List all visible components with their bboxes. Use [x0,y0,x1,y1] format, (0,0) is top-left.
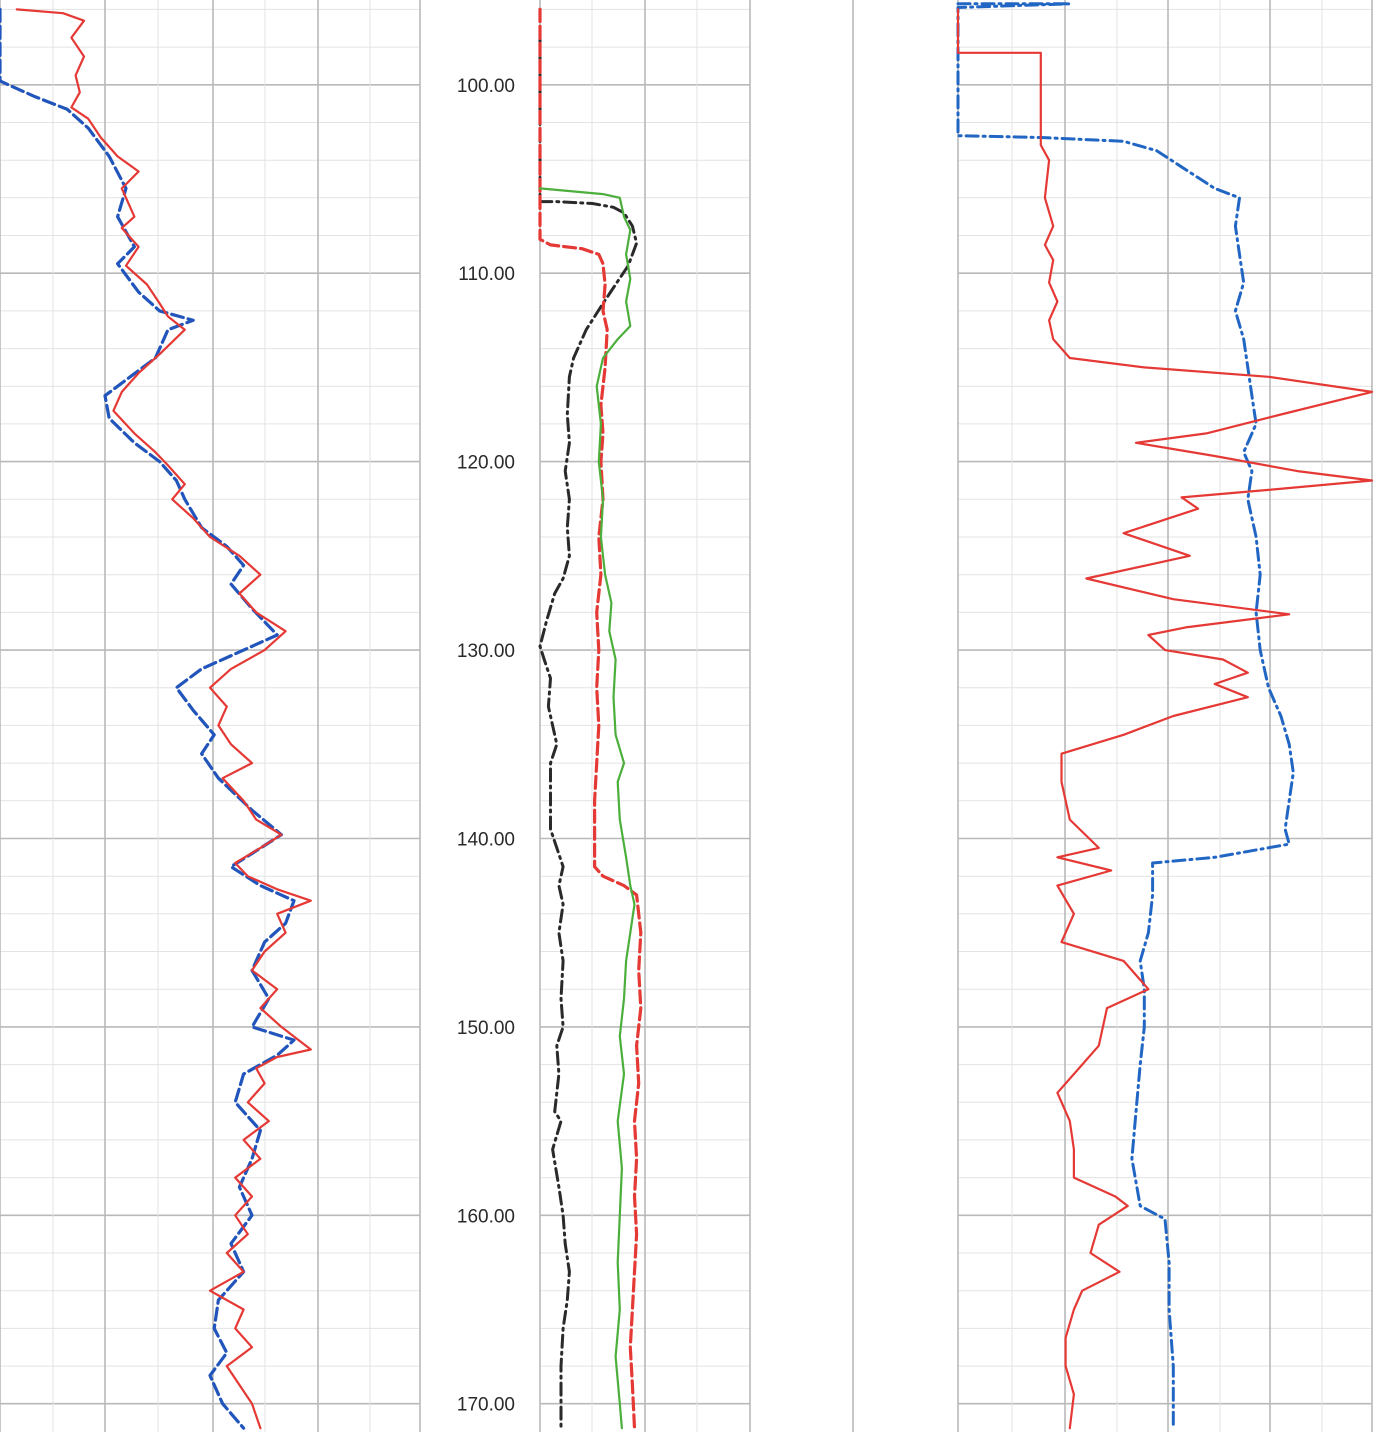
log-curve-track3-series2 [956,8,1374,1430]
depth-tick-label: 100.00 [457,76,515,97]
depth-tick-label: 130.00 [457,641,515,662]
log-curve-track1-series2 [15,8,312,1430]
log-curve-track2-series3 [538,187,636,1430]
depth-labels: 100.00 110.00 120.00 130.00 140.00 150.00 160.… [457,76,515,1416]
log-curve-track3-series1 [956,2,1295,1430]
depth-tick-label: 170.00 [457,1395,515,1416]
depth-tick-label: 140.00 [457,830,515,851]
depth-tick-label: 150.00 [457,1018,515,1039]
track-left [0,7,312,1430]
log-curve-track1-series1 [0,7,296,1430]
log-curve-track2-series1 [538,7,639,1430]
depth-tick-label: 160.00 [457,1206,515,1227]
log-curve-track2-series2 [538,7,643,1430]
track-right [956,2,1374,1430]
track-middle [538,7,643,1430]
depth-tick-label: 110.00 [458,264,515,285]
depth-tick-label: 120.00 [457,453,515,474]
